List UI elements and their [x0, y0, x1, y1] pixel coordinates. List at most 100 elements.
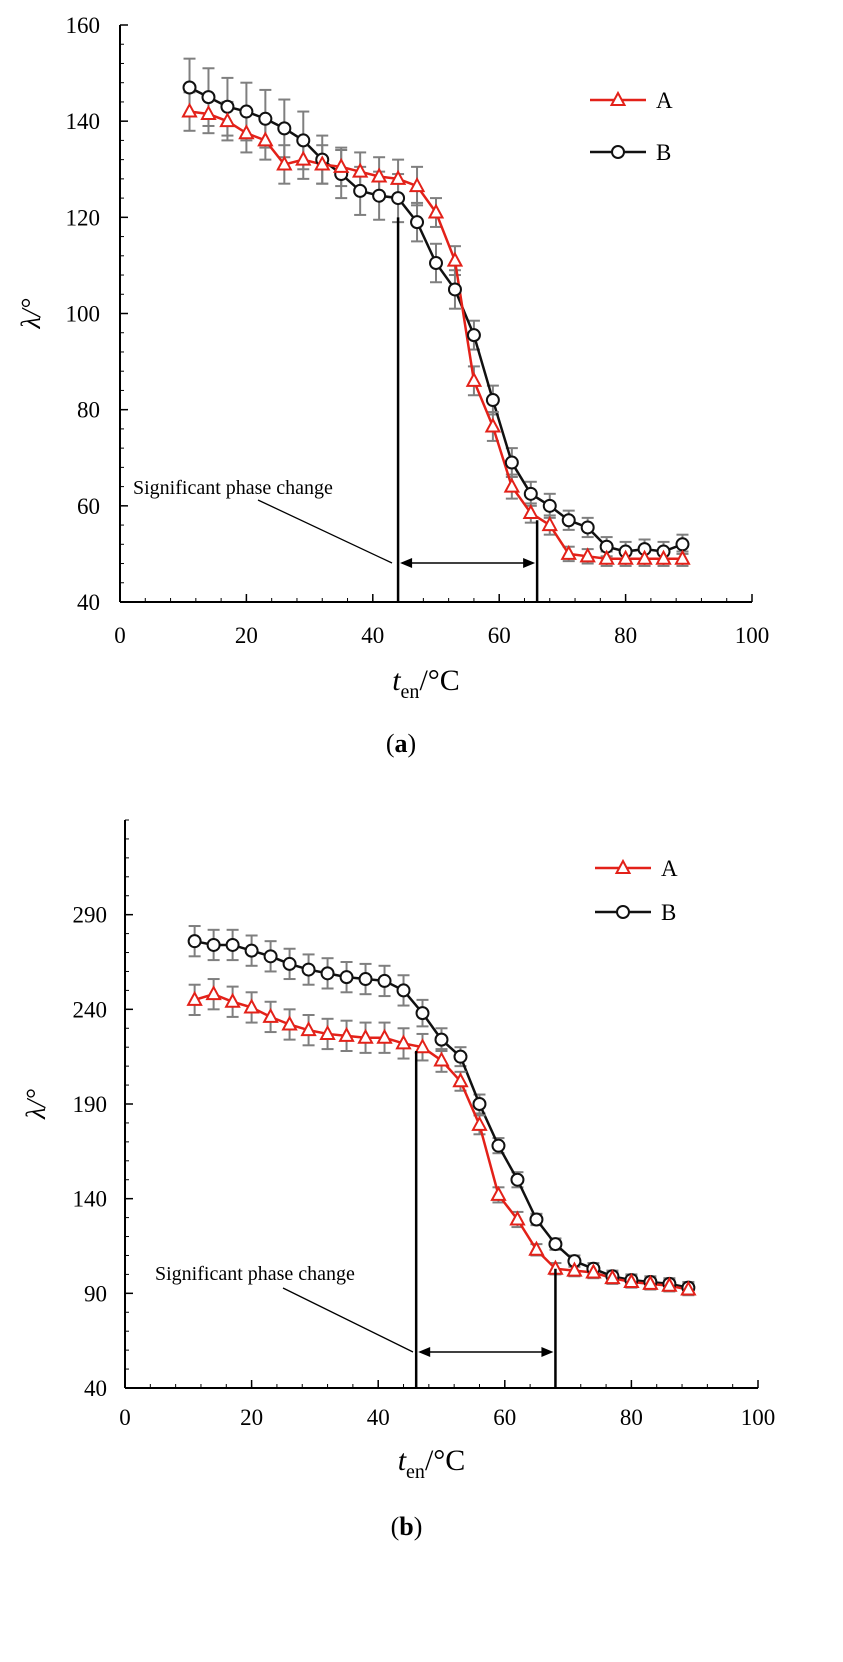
panel-label-open: (: [386, 729, 395, 758]
data-point-B: [353, 183, 368, 198]
data-point-A: [528, 1240, 545, 1256]
phase-arrowhead-left: [400, 558, 413, 568]
data-point-A: [395, 1034, 412, 1050]
y-tick-label: 90: [84, 1281, 107, 1306]
y-axis-label: λ/°: [21, 1089, 51, 1120]
data-point-A: [655, 549, 672, 565]
data-point-B: [561, 513, 576, 528]
data-point-A: [281, 1015, 298, 1031]
data-point-B: [523, 486, 538, 501]
data-point-A: [598, 549, 615, 565]
data-point-A: [243, 998, 260, 1014]
data-point-A: [238, 124, 255, 140]
data-point-A: [257, 131, 274, 147]
data-point-B: [504, 455, 519, 470]
legend-marker-B: [611, 145, 625, 159]
data-point-A: [560, 544, 577, 560]
x-axis-label: ten/°C: [392, 664, 460, 703]
data-point-B: [391, 191, 406, 206]
data-point-A: [503, 477, 521, 493]
y-tick-label: 160: [66, 13, 101, 38]
data-point-B: [675, 537, 690, 552]
data-point-B: [201, 90, 216, 105]
phase-arrowhead-left: [418, 1347, 431, 1357]
x-tick-label: 0: [119, 1405, 131, 1430]
y-tick-label: 100: [66, 302, 101, 327]
data-point-A: [680, 1280, 697, 1296]
x-axis-label-unit: /°C: [425, 1444, 465, 1477]
legend-marker-A: [614, 858, 632, 874]
data-point-A: [333, 157, 350, 173]
x-tick-label: 80: [620, 1405, 643, 1430]
data-point-B: [466, 328, 481, 343]
data-point-A: [579, 547, 596, 563]
data-point-A: [471, 1115, 488, 1131]
panel-label-open: (: [391, 1512, 400, 1541]
data-point-B: [510, 1172, 525, 1187]
data-point-A: [219, 112, 236, 128]
data-point-A: [484, 417, 502, 433]
data-point-B: [542, 498, 557, 513]
y-tick-label: 140: [66, 109, 101, 134]
legend-marker-A: [609, 90, 627, 106]
x-tick-label: 80: [614, 623, 637, 648]
data-point-A: [585, 1263, 602, 1279]
y-tick-label: 60: [77, 494, 100, 519]
data-point-A: [414, 1038, 431, 1054]
series-B: [188, 925, 695, 1295]
data-point-B: [301, 962, 316, 977]
data-point-B: [447, 282, 462, 297]
x-tick-label: 20: [240, 1405, 263, 1430]
data-point-A: [566, 1261, 583, 1277]
chart-panel-a: 40 60 80 100 120 140 160 0 20 40 60 80 100 λ/° ten/°C (…: [16, 13, 769, 758]
data-point-A: [357, 1028, 374, 1044]
data-point-B: [429, 256, 443, 271]
data-point-A: [300, 1021, 317, 1037]
data-point-A: [200, 104, 217, 120]
y-tick-label: 40: [77, 590, 100, 615]
data-point-A: [674, 549, 691, 565]
series-line-B: [194, 939, 689, 1289]
y-tick-label: 120: [66, 205, 101, 230]
data-point-B: [206, 937, 221, 952]
data-point-B: [258, 111, 273, 126]
series-A: [188, 978, 695, 1297]
data-point-B: [377, 973, 392, 988]
data-point-B: [182, 80, 197, 95]
data-point-B: [282, 956, 297, 971]
data-point-A: [319, 1024, 336, 1040]
data-point-A: [427, 203, 445, 219]
legend-label-A: A: [661, 856, 678, 881]
data-point-A: [408, 176, 426, 193]
data-point-B: [239, 104, 254, 119]
x-tick-label: 60: [488, 623, 511, 648]
annotation-text: Significant phase change: [133, 477, 333, 499]
data-point-A: [623, 1272, 640, 1288]
data-point-B: [339, 970, 354, 985]
data-point-A: [617, 549, 634, 565]
data-point-B: [472, 1097, 487, 1111]
data-point-B: [225, 937, 240, 952]
data-point-B: [485, 393, 500, 408]
phase-arrowhead-right: [523, 558, 536, 568]
data-point-B: [580, 520, 595, 535]
data-point-B: [220, 99, 235, 114]
data-point-B: [320, 966, 335, 981]
annotation-leader-line: [282, 1287, 414, 1353]
data-point-B: [529, 1212, 544, 1227]
legend-label-B: B: [656, 140, 671, 165]
x-axis-label-var: t: [392, 664, 401, 697]
x-axis-label-unit: /°C: [419, 664, 459, 697]
phase-arrowhead-right: [541, 1347, 554, 1357]
y-axis-label: λ/°: [16, 298, 46, 329]
chart-panel-b: 40 90 140 190 240 290 0 20 40 60 80 100 λ/° ten/°C (b)…: [21, 819, 775, 1541]
panel-label-close: ): [414, 1512, 423, 1541]
panel-label: (b): [391, 1512, 423, 1541]
panel-label-letter: a: [395, 729, 408, 758]
panel-label-close: ): [408, 729, 417, 758]
data-point-A: [541, 515, 558, 532]
data-point-B: [415, 1006, 430, 1021]
data-point-B: [410, 215, 425, 230]
legend-label-A: A: [656, 88, 673, 113]
data-point-A: [351, 162, 369, 178]
